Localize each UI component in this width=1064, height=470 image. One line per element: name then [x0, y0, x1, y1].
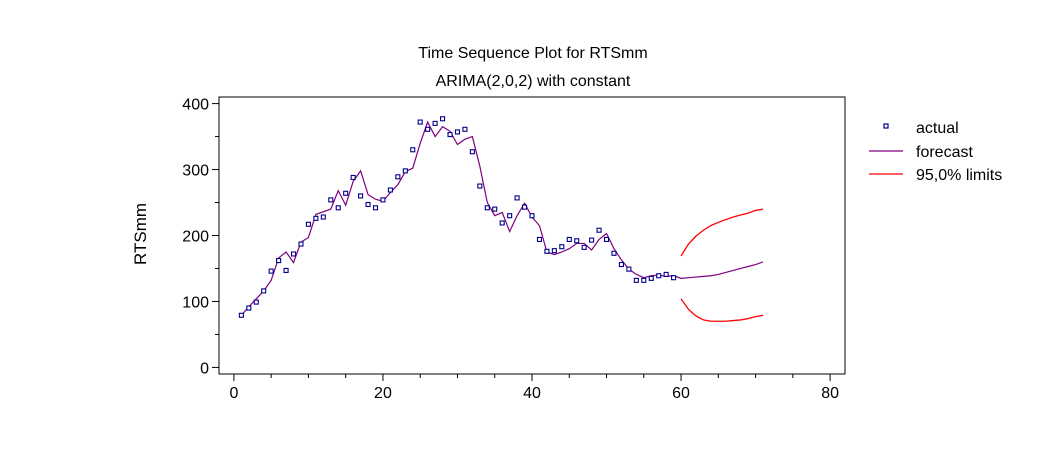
actual-point	[246, 305, 252, 311]
actual-point	[290, 251, 297, 257]
upper-limit-line	[680, 208, 764, 257]
actual-point	[648, 275, 654, 281]
actual-point	[328, 197, 334, 203]
actual-point	[626, 266, 632, 272]
actual-point	[618, 261, 624, 268]
plot-frame	[218, 96, 846, 375]
chart-subtitle: ARIMA(2,0,2) with constant	[436, 73, 631, 90]
actual-point	[529, 213, 535, 219]
y-tick-label: 400	[182, 97, 209, 114]
lower-limit-line	[680, 298, 764, 322]
legend-label-limits: 95,0% limits	[916, 167, 1002, 184]
actual-point	[276, 258, 282, 264]
actual-point	[358, 193, 364, 199]
actual-point	[507, 213, 513, 219]
actual-point	[536, 236, 543, 243]
actual-point	[298, 241, 304, 247]
x-tick-label: 40	[523, 385, 541, 402]
actual-point	[551, 248, 557, 254]
x-tick-label: 20	[374, 385, 392, 402]
actual-point	[410, 147, 416, 153]
legend: actual forecast 95,0% limits	[869, 120, 1002, 184]
actual-point	[335, 205, 341, 211]
actual-point	[253, 299, 259, 305]
y-tick-label: 300	[182, 163, 209, 180]
actual-point	[372, 205, 379, 211]
legend-label-actual: actual	[916, 120, 959, 137]
actual-point	[365, 201, 371, 208]
actual-point	[484, 205, 490, 211]
legend-marker-actual	[883, 123, 889, 129]
actual-point	[581, 244, 587, 250]
actual-point	[544, 248, 550, 254]
actual-point	[574, 238, 580, 244]
actual-point	[440, 116, 446, 122]
actual-point	[469, 149, 475, 155]
x-tick-label: 0	[229, 385, 238, 402]
legend-label-forecast: forecast	[916, 144, 973, 161]
actual-point	[283, 267, 289, 274]
actual-point	[261, 288, 267, 294]
actual-point	[559, 244, 565, 250]
forecast-series	[240, 120, 764, 316]
actual-point	[454, 129, 461, 135]
actual-point	[417, 119, 423, 125]
x-axis: 0 20 40 60 80	[229, 374, 839, 402]
actual-point	[447, 132, 453, 138]
actual-point	[350, 174, 356, 181]
y-axis-label: RTSmm	[131, 203, 150, 265]
actual-point	[432, 120, 438, 126]
actual-point	[305, 221, 311, 227]
actual-point	[462, 126, 468, 132]
actual-point	[499, 220, 505, 226]
actual-point	[395, 174, 401, 180]
actual-point	[566, 236, 572, 243]
actual-point	[633, 277, 639, 283]
y-axis: 0 100 200 300 400	[182, 97, 219, 377]
actual-point	[268, 268, 274, 274]
x-tick-label: 80	[821, 385, 839, 402]
actual-point	[514, 195, 520, 201]
actual-point	[656, 273, 662, 279]
x-tick-label: 60	[672, 385, 690, 402]
actual-point	[671, 275, 677, 281]
actual-series	[238, 116, 677, 318]
forecast-line	[240, 120, 764, 316]
actual-point	[603, 236, 610, 243]
actual-point	[521, 204, 528, 210]
actual-point	[663, 271, 669, 277]
actual-point	[477, 183, 483, 189]
actual-point	[425, 126, 431, 132]
y-tick-label: 200	[182, 229, 209, 246]
actual-point	[313, 215, 319, 221]
actual-point	[589, 237, 595, 243]
actual-point	[387, 187, 393, 193]
y-tick-label: 0	[200, 360, 209, 377]
actual-point	[596, 227, 602, 233]
actual-point	[380, 197, 386, 203]
limits-series	[680, 208, 764, 322]
actual-point	[641, 277, 647, 283]
actual-point	[343, 190, 349, 196]
actual-point	[402, 168, 408, 174]
actual-point	[611, 250, 617, 256]
y-tick-label: 100	[182, 294, 209, 311]
actual-point	[238, 312, 244, 318]
chart-title: Time Sequence Plot for RTSmm	[418, 45, 647, 62]
actual-point	[320, 214, 326, 220]
actual-point	[492, 206, 498, 212]
